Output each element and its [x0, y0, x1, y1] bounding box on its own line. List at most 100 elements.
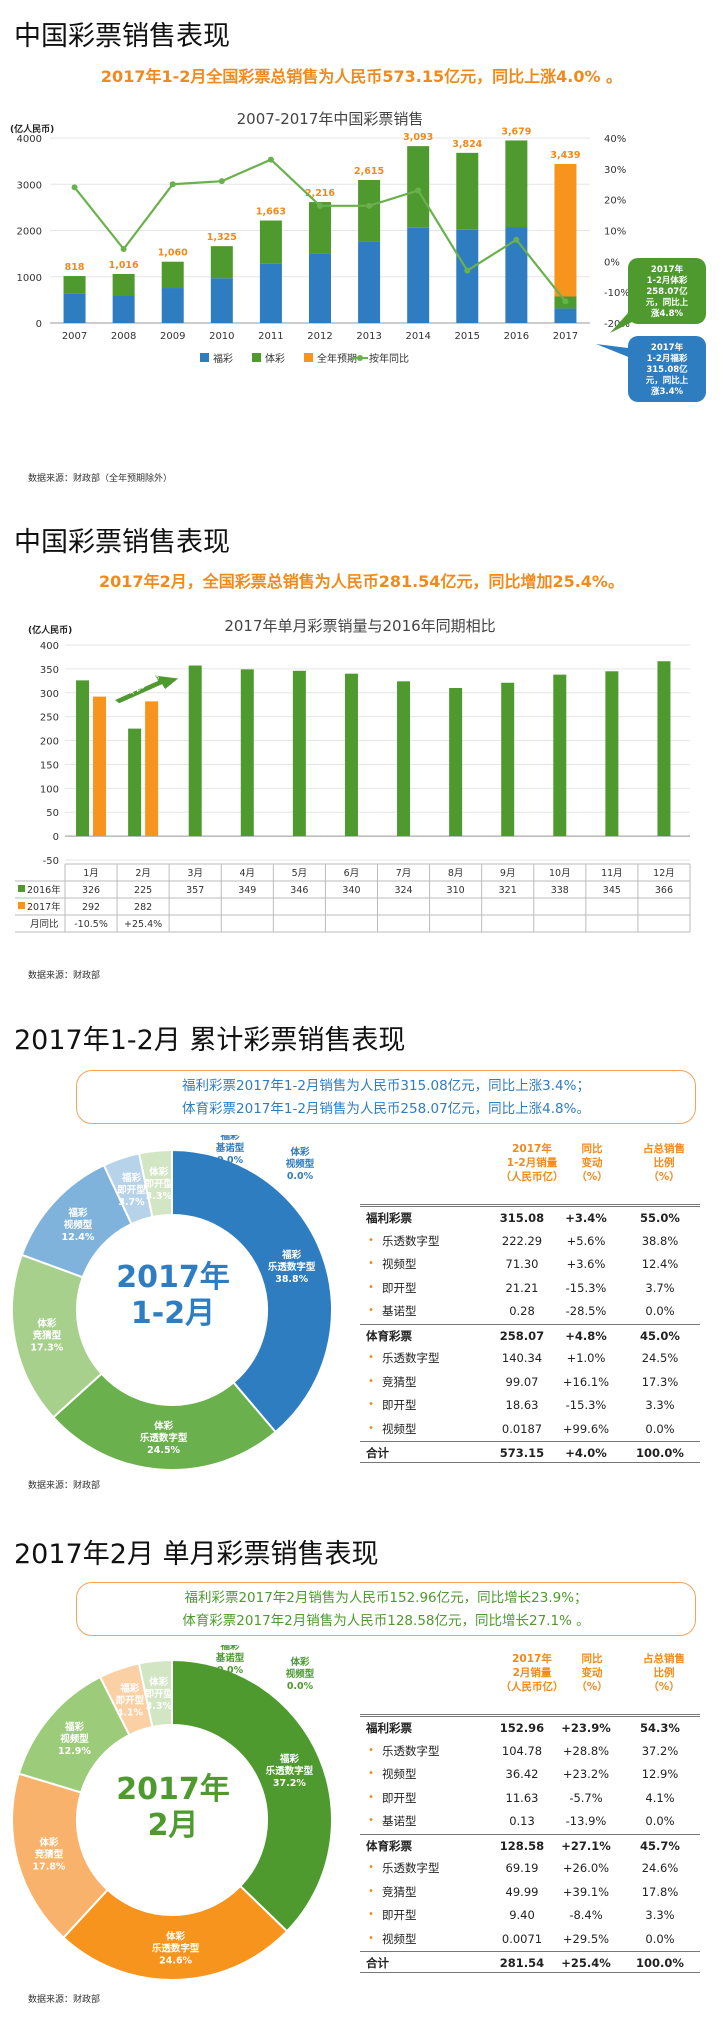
chart1-xtick: 2017: [553, 331, 578, 342]
section4-title: 2017年2月 单月彩票销售表现: [14, 1539, 379, 1570]
donut-slice-label: 37.2%: [273, 1778, 306, 1789]
chart1-xtick: 2011: [258, 331, 283, 342]
table-header: 占总销售 比例 （%）: [643, 1143, 685, 1183]
table-cell: +27.1%: [561, 1838, 611, 1853]
section3-summary-line1: 福利彩票2017年1-2月销售为人民币315.08亿元，同比上涨3.4%；: [182, 1078, 590, 1094]
chart1-xtick: 2010: [209, 331, 234, 342]
table-row: 即开型 • 11.63 -5.7% 4.1%: [360, 1787, 700, 1809]
chart2-legend-swatch: [18, 885, 25, 892]
chart1-callout-fucai: [628, 336, 706, 402]
table-cell: 24.6%: [641, 1861, 679, 1875]
chart2-bar-2017: [93, 696, 107, 837]
chart1-bar-体彩: [210, 246, 233, 279]
donut-slice-label: 3.3%: [146, 1191, 173, 1202]
donut-slice-label: 17.3%: [30, 1342, 63, 1353]
table-cell: 17.8%: [641, 1884, 679, 1899]
monthly-sales-table: 2017年 2月销量 （人民币亿） 同比 变动 （%） 占总销售 比例 （%） 福利彩票 152.9…: [360, 1652, 705, 1973]
donut-zero-label: 0.0%: [287, 1171, 314, 1182]
pie2-center-line1: 2017年: [116, 1772, 230, 1807]
section2-title: 中国彩票销售表现: [14, 527, 230, 558]
table-cell: -8.4%: [569, 1908, 603, 1922]
chart2-table-cell: 282: [134, 902, 152, 913]
donut-zero-label: 基诺型: [215, 1652, 245, 1664]
table-cell: +16.1%: [562, 1374, 610, 1389]
donut-slice-label: 即开型: [116, 1695, 145, 1707]
chart1-total-label: 3,093: [403, 132, 433, 143]
chart2-title: 2017年单月彩票销量与2016年同期相比: [224, 617, 495, 635]
chart2-ytick: 250: [40, 713, 59, 724]
bullet-icon: •: [368, 1768, 374, 1779]
chart1-xtick: 2015: [455, 331, 480, 342]
table-cell: 222.29: [501, 1233, 543, 1248]
table-row-name: 福利彩票: [366, 1721, 412, 1735]
chart2-bar-2016: [128, 728, 142, 837]
chart1-y2tick: 30%: [604, 165, 626, 176]
bullet-icon: •: [368, 1932, 374, 1944]
chart1-bar-福彩: [259, 263, 282, 323]
chart1-yoy-point: [415, 187, 422, 194]
chart2-table-cell: 338: [551, 885, 569, 896]
table-row: 福利彩票 152.96 +23.9% 54.3%: [360, 1716, 700, 1738]
donut-slice-label: 体彩: [166, 1930, 186, 1942]
chart1-callout-text: 258.07亿: [646, 286, 688, 297]
chart1-xtick: 2014: [405, 331, 430, 342]
chart2-table-cell: 366: [655, 885, 673, 896]
chart1-callout-text: 2017年: [651, 342, 684, 353]
table-cell: 3.7%: [645, 1280, 675, 1295]
chart1-yunit: (亿人民币): [10, 123, 54, 135]
annual-sales-chart: 2007-2017年中国彩票销售 (亿人民币) 0 1000 2000 3000 4000 4…: [10, 110, 706, 402]
table-row-name: 合计: [366, 1446, 389, 1460]
chart1-yoy-point: [366, 202, 373, 209]
pie1-center-line1: 2017年: [116, 1260, 230, 1295]
chart2-xtick: 10月: [549, 868, 571, 879]
chart1-bar-体彩: [358, 179, 381, 242]
chart1-yoy-point: [513, 236, 520, 243]
donut-zero-label: 基诺型: [215, 1142, 245, 1154]
table-cell: +1.0%: [566, 1351, 606, 1365]
table-header: 同比 变动 （%）: [576, 1143, 608, 1183]
table-cell: +23.9%: [561, 1721, 611, 1735]
donut-slice-label: 12.9%: [58, 1746, 91, 1757]
donut-slice-label: 乐透数字型: [140, 1432, 188, 1444]
chart1-xtick: 2016: [504, 331, 529, 342]
chart2-table-cell: 340: [342, 885, 360, 896]
donut-slice-label: 福彩: [281, 1249, 302, 1261]
chart1-legend-label: 体彩: [265, 353, 285, 365]
section3-source: 数据来源：财政部: [28, 1481, 101, 1491]
chart2-ytick: 150: [40, 760, 59, 771]
table-row-name: 体育彩票: [366, 1838, 412, 1853]
table-cell: 99.07: [505, 1374, 539, 1389]
chart2-table-cell: 310: [447, 885, 465, 896]
table-cell: 24.5%: [641, 1351, 679, 1365]
table-cell: 45.7%: [640, 1838, 680, 1853]
table-cell: 573.15: [499, 1446, 545, 1460]
donut-slice-0: [171, 1148, 333, 1434]
table-cell: +26.0%: [562, 1861, 610, 1875]
donut-slice-label: 4.1%: [117, 1708, 144, 1719]
table-row-name: 体育彩票: [366, 1328, 412, 1343]
donut-slice-label: 3.7%: [118, 1197, 145, 1208]
donut-slice-label: 38.8%: [275, 1274, 308, 1285]
donut-zero-label: 0.0%: [287, 1681, 314, 1692]
bullet-icon: •: [368, 1815, 374, 1826]
chart2-table-cell: -10.5%: [74, 919, 108, 930]
chart1-legend-swatch: [200, 353, 209, 362]
table-cell: -5.7%: [569, 1790, 603, 1805]
chart2-table-cell: 326: [82, 885, 100, 896]
donut-zero-label: 0.0%: [217, 1665, 244, 1676]
table-cell: 3.3%: [645, 1908, 675, 1922]
table-cell: 69.19: [505, 1861, 539, 1875]
chart1-y2tick: -20%: [604, 319, 630, 330]
donut-slice-label: 24.6%: [159, 1955, 192, 1966]
donut-slice-label: 体彩: [149, 1166, 169, 1178]
table-row-name: 即开型: [382, 1398, 417, 1412]
bullet-icon: •: [368, 1422, 374, 1434]
chart2-bar-2016: [76, 680, 90, 837]
chart1-callout-text: 涨3.4%: [651, 386, 684, 397]
table-cell: 258.07: [499, 1328, 545, 1343]
table-row: 即开型 • 18.63 -15.3% 3.3%: [360, 1394, 700, 1416]
chart2-xtick: 4月: [240, 868, 256, 879]
chart2-table-rowlabel: 月同比: [30, 918, 59, 930]
table-cell: -15.3%: [565, 1398, 607, 1412]
chart1-total-label: 818: [65, 262, 85, 273]
